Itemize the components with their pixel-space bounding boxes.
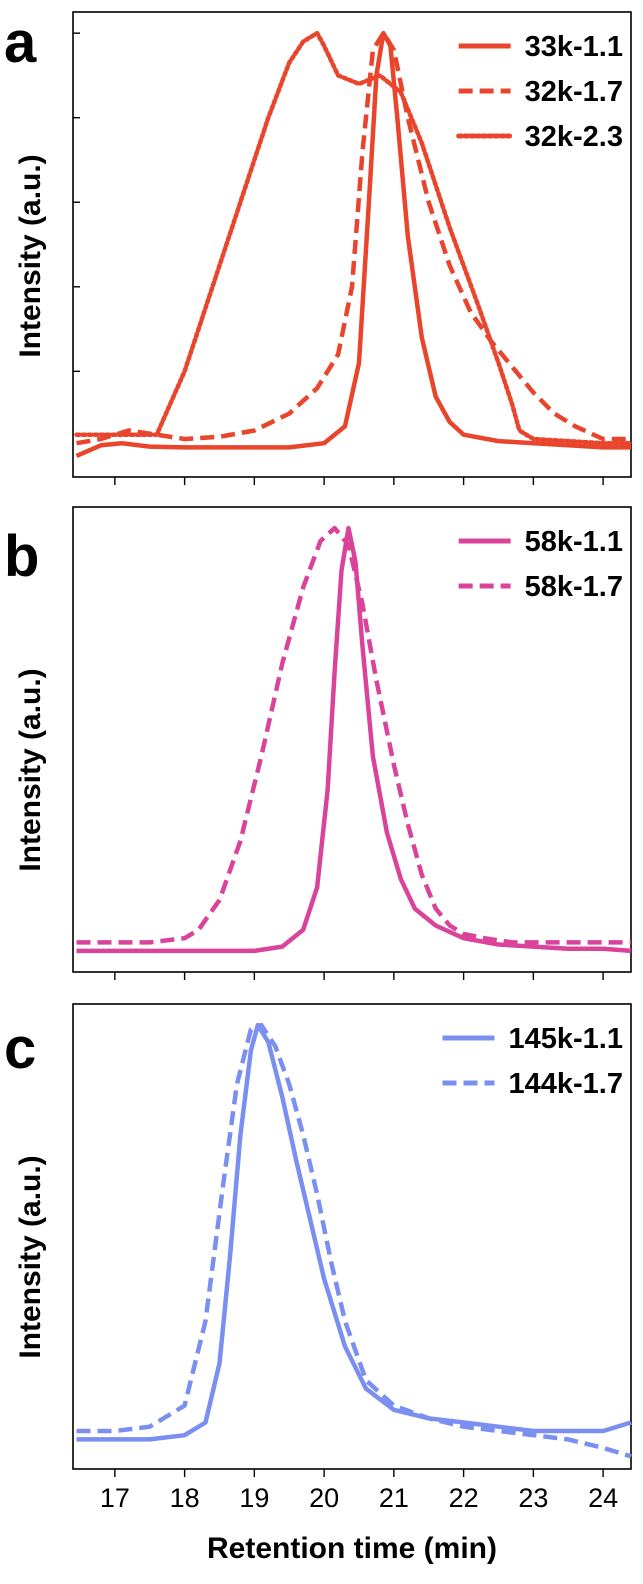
- legend-label: 144k-1.7: [509, 1068, 624, 1100]
- x-ticks: 17 18 19 20 21 22 23 24: [100, 1469, 618, 1513]
- x-tick-label: 17: [100, 1483, 130, 1513]
- y-axis-label: Intensity (a.u.): [14, 668, 47, 871]
- panel-a: a Intensity (a.u.) 33k-1.1 32k-1.7 32k-2.3: [4, 10, 634, 485]
- legend-label: 32k-2.3: [525, 121, 623, 153]
- x-axis-label: Retention time (min): [207, 1532, 497, 1565]
- series-line-144k-1.7: [76, 1022, 632, 1459]
- legend: 58k-1.1 58k-1.7: [458, 526, 623, 603]
- legend-label: 32k-1.7: [525, 76, 623, 108]
- x-tick-label: 23: [518, 1483, 548, 1513]
- x-ticks: [114, 477, 604, 485]
- series-line-58k-1.7: [76, 525, 631, 945]
- series-lines: [76, 1022, 632, 1459]
- plot-frame: [72, 1003, 632, 1470]
- series-line-58k-1.1: [76, 525, 632, 954]
- series-line-33k-1.1: [75, 30, 631, 458]
- y-axis-label: Intensity (a.u.): [14, 154, 47, 357]
- plot-frame: [72, 11, 632, 478]
- panel-b: b Intensity (a.u.) 58k-1.1 58k-1.7: [4, 506, 632, 980]
- x-tick-label: 18: [170, 1483, 200, 1513]
- x-tick-label: 20: [309, 1483, 339, 1513]
- x-tick-label: 24: [588, 1483, 618, 1513]
- legend-label: 33k-1.1: [525, 31, 623, 63]
- legend-label: 145k-1.1: [509, 1023, 624, 1055]
- series-line-32k-1.7: [76, 30, 631, 446]
- plot-frame: [72, 506, 632, 973]
- panel-letter-c: c: [4, 1016, 36, 1081]
- series-lines: [76, 525, 632, 954]
- legend-label: 58k-1.1: [525, 526, 623, 558]
- series-lines: [74, 30, 634, 458]
- x-tick-label: 19: [239, 1483, 269, 1513]
- y-axis-label: Intensity (a.u.): [14, 1155, 47, 1358]
- x-ticks: [114, 972, 604, 980]
- y-ticks: [73, 32, 80, 373]
- panel-c: c Intensity (a.u.) 17 18 19 20 21 22 23 24 145k…: [4, 1003, 632, 1565]
- x-tick-label: 22: [449, 1483, 479, 1513]
- panel-letter-a: a: [4, 10, 37, 75]
- series-line-32k-2.3: [74, 30, 634, 446]
- series-line-145k-1.1: [76, 1022, 632, 1442]
- legend: 145k-1.1 144k-1.7: [442, 1023, 624, 1100]
- legend: 33k-1.1 32k-1.7 32k-2.3: [456, 31, 623, 153]
- legend-label: 58k-1.7: [525, 571, 623, 603]
- panel-letter-b: b: [4, 524, 39, 589]
- x-tick-label: 21: [379, 1483, 409, 1513]
